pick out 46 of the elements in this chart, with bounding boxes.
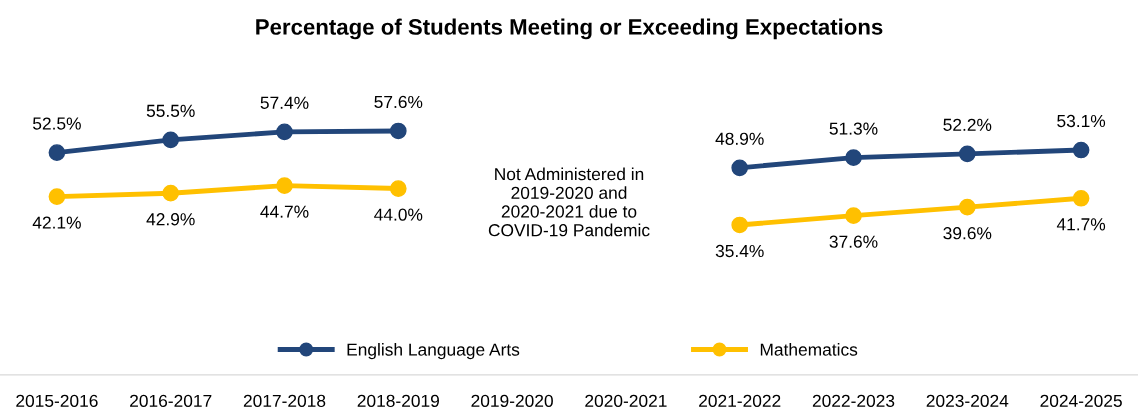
point xyxy=(389,180,407,197)
point xyxy=(48,188,66,205)
point xyxy=(276,123,293,141)
x-tick-label: 2022-2023 xyxy=(812,394,895,408)
x-tick-label: 2020-2021 xyxy=(585,394,667,408)
x-tick-label: 2021-2022 xyxy=(699,394,781,408)
x-tick-label: 2023-2024 xyxy=(926,394,1009,408)
point xyxy=(845,149,862,166)
data-label: 44.7% xyxy=(260,205,309,218)
point xyxy=(958,198,976,216)
data-label: 35.4% xyxy=(715,244,764,258)
data-label: 53.1% xyxy=(1057,114,1106,128)
data-label: 37.6% xyxy=(829,235,878,248)
data-label: 39.6% xyxy=(943,227,992,240)
point xyxy=(276,177,293,194)
point xyxy=(48,144,66,161)
annotation: Not Administered in 2019-2020 and 2020-2021 due to COVID-19 Pandemic xyxy=(488,167,650,237)
data-label: 52.5% xyxy=(32,117,81,130)
data-label: 57.4% xyxy=(260,96,309,109)
data-label: 44.0% xyxy=(374,208,423,221)
data-label: 41.7% xyxy=(1056,218,1106,231)
point xyxy=(162,184,180,202)
legend-label: English Language Arts xyxy=(347,343,520,360)
point xyxy=(731,216,749,234)
point xyxy=(1072,141,1090,159)
x-tick-label: 2018-2019 xyxy=(357,394,439,408)
point xyxy=(389,122,407,140)
point xyxy=(845,207,862,224)
x-tick-label: 2017-2018 xyxy=(243,394,326,408)
data-label: 42.9% xyxy=(146,213,195,226)
point xyxy=(731,159,749,177)
point xyxy=(162,131,180,149)
point xyxy=(1072,189,1090,207)
x-tick-label: 2024-2025 xyxy=(1040,394,1122,408)
x-tick-label: 2016-2017 xyxy=(130,394,212,408)
data-label: 57.6% xyxy=(374,95,423,109)
legend-label: Mathematics xyxy=(760,343,858,356)
data-label: 42.1% xyxy=(32,216,81,229)
data-label: 55.5% xyxy=(146,104,195,117)
point xyxy=(958,145,976,163)
data-label: 52.2% xyxy=(943,118,992,131)
data-label: 48.9% xyxy=(715,132,764,145)
data-label: 51.3% xyxy=(829,122,878,135)
chart-title: Percentage of Students Meeting or Exceeding Expectations xyxy=(256,18,883,40)
x-tick-label: 2019-2020 xyxy=(471,394,553,408)
x-tick-label: 2015-2016 xyxy=(16,394,98,408)
